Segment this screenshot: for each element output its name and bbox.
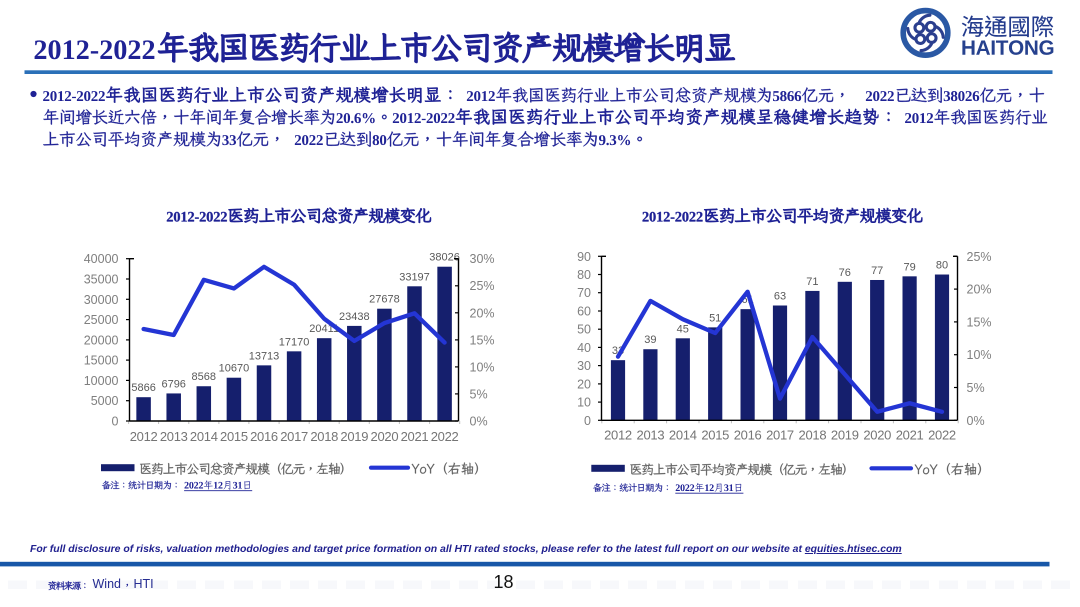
svg-text:38026: 38026 bbox=[429, 252, 460, 264]
svg-text:15000: 15000 bbox=[84, 354, 119, 368]
svg-text:25000: 25000 bbox=[84, 313, 119, 327]
svg-text:10%: 10% bbox=[470, 360, 495, 374]
svg-text:25%: 25% bbox=[967, 250, 992, 264]
svg-text:5%: 5% bbox=[470, 387, 488, 401]
svg-text:0%: 0% bbox=[470, 415, 488, 429]
svg-text:2013: 2013 bbox=[160, 429, 188, 444]
svg-text:33197: 33197 bbox=[399, 271, 430, 283]
svg-text:90: 90 bbox=[577, 250, 591, 264]
svg-text:80: 80 bbox=[936, 260, 948, 272]
svg-text:0: 0 bbox=[584, 414, 591, 428]
svg-text:2018: 2018 bbox=[310, 429, 338, 444]
svg-text:2015: 2015 bbox=[220, 429, 248, 444]
svg-text:30000: 30000 bbox=[84, 293, 119, 307]
svg-text:10%: 10% bbox=[967, 348, 992, 362]
svg-text:2013: 2013 bbox=[637, 428, 665, 443]
svg-text:20%: 20% bbox=[967, 283, 992, 297]
svg-text:17170: 17170 bbox=[279, 336, 310, 348]
svg-text:45: 45 bbox=[677, 323, 689, 335]
svg-text:5%: 5% bbox=[967, 381, 985, 395]
svg-text:79: 79 bbox=[903, 261, 915, 273]
svg-text:10000: 10000 bbox=[84, 374, 119, 388]
svg-text:40000: 40000 bbox=[84, 252, 119, 266]
svg-text:13713: 13713 bbox=[249, 350, 280, 362]
svg-text:2020: 2020 bbox=[863, 428, 891, 443]
svg-text:2021: 2021 bbox=[896, 428, 924, 443]
svg-text:23438: 23438 bbox=[339, 311, 370, 323]
svg-text:2018: 2018 bbox=[799, 428, 827, 443]
svg-text:70: 70 bbox=[577, 286, 591, 300]
svg-text:50: 50 bbox=[577, 323, 591, 337]
svg-text:2022: 2022 bbox=[928, 428, 956, 443]
svg-text:6796: 6796 bbox=[161, 378, 185, 390]
svg-text:80: 80 bbox=[577, 268, 591, 282]
svg-text:2017: 2017 bbox=[280, 429, 308, 444]
svg-text:2017: 2017 bbox=[766, 428, 794, 443]
svg-text:30%: 30% bbox=[470, 252, 495, 266]
svg-text:77: 77 bbox=[871, 265, 883, 277]
svg-text:2020: 2020 bbox=[371, 429, 399, 444]
svg-text:2021: 2021 bbox=[401, 429, 429, 444]
svg-text:51: 51 bbox=[709, 312, 721, 324]
svg-text:39: 39 bbox=[644, 334, 656, 346]
svg-text:2019: 2019 bbox=[340, 429, 368, 444]
svg-text:15%: 15% bbox=[967, 315, 992, 329]
svg-text:2015: 2015 bbox=[701, 428, 729, 443]
svg-text:40: 40 bbox=[577, 341, 591, 355]
svg-text:25%: 25% bbox=[470, 279, 495, 293]
svg-text:2012: 2012 bbox=[604, 428, 632, 443]
svg-text:5000: 5000 bbox=[91, 394, 119, 408]
svg-text:20: 20 bbox=[577, 377, 591, 391]
svg-text:15%: 15% bbox=[470, 333, 495, 347]
svg-text:5866: 5866 bbox=[131, 382, 155, 394]
svg-text:2014: 2014 bbox=[669, 428, 697, 443]
svg-text:63: 63 bbox=[774, 291, 786, 303]
svg-text:2012: 2012 bbox=[130, 429, 158, 444]
svg-text:76: 76 bbox=[839, 267, 851, 279]
svg-text:27678: 27678 bbox=[369, 294, 400, 306]
svg-text:20%: 20% bbox=[470, 306, 495, 320]
svg-text:30: 30 bbox=[577, 359, 591, 373]
svg-text:60: 60 bbox=[577, 305, 591, 319]
svg-text:2016: 2016 bbox=[734, 428, 762, 443]
svg-text:8568: 8568 bbox=[192, 371, 216, 383]
svg-text:10670: 10670 bbox=[219, 363, 250, 375]
svg-text:0%: 0% bbox=[967, 414, 985, 428]
svg-text:10: 10 bbox=[577, 396, 591, 410]
svg-text:71: 71 bbox=[806, 276, 818, 288]
svg-text:2016: 2016 bbox=[250, 429, 278, 444]
svg-text:35000: 35000 bbox=[84, 273, 119, 287]
svg-text:2019: 2019 bbox=[831, 428, 859, 443]
svg-text:20000: 20000 bbox=[84, 333, 119, 347]
svg-text:2022: 2022 bbox=[431, 429, 459, 444]
svg-text:2014: 2014 bbox=[190, 429, 218, 444]
svg-text:0: 0 bbox=[112, 415, 119, 429]
